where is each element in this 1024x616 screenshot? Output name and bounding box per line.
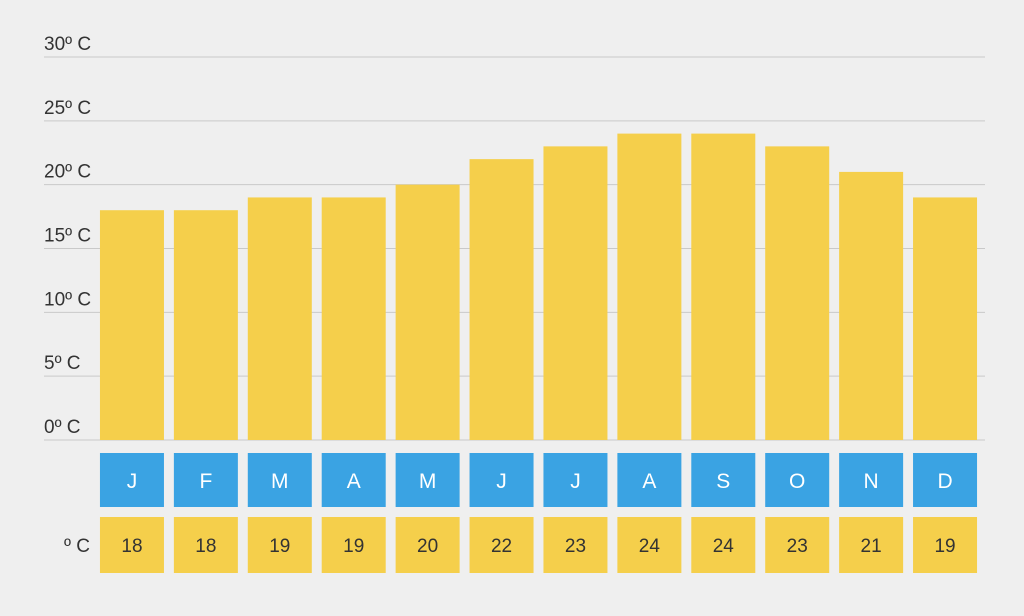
bar <box>839 171 904 440</box>
month-label: M <box>419 470 437 493</box>
month-label: J <box>570 470 581 493</box>
value-box <box>173 517 238 573</box>
value-box <box>247 517 312 573</box>
month-label: S <box>716 470 730 493</box>
bar <box>247 197 312 440</box>
bars <box>99 133 978 440</box>
month-box <box>691 453 756 507</box>
month-label: A <box>347 470 361 493</box>
value-label: 20 <box>417 536 438 557</box>
y-tick-label: 20º C <box>44 162 91 183</box>
month-label: J <box>127 470 138 493</box>
month-label: N <box>864 470 879 493</box>
value-label: 23 <box>787 536 808 557</box>
value-label: 19 <box>343 536 364 557</box>
value-box <box>543 517 608 573</box>
month-label: A <box>642 470 656 493</box>
month-box <box>173 453 238 507</box>
bar <box>395 184 460 440</box>
value-label: 18 <box>121 536 142 557</box>
value-label: 24 <box>713 536 735 557</box>
value-box <box>765 517 830 573</box>
bar <box>543 146 608 440</box>
value-label: 18 <box>195 536 216 557</box>
bar <box>913 197 978 440</box>
month-box <box>99 453 164 507</box>
bar <box>469 159 534 440</box>
value-label: 19 <box>934 536 955 557</box>
month-box <box>247 453 312 507</box>
month-label: J <box>496 470 507 493</box>
month-box <box>469 453 534 507</box>
value-row: 18 18 19 19 20 22 23 24 24 23 21 19 <box>99 517 978 573</box>
value-box <box>469 517 534 573</box>
value-box <box>913 517 978 573</box>
value-box <box>395 517 460 573</box>
bar <box>173 210 238 440</box>
bar <box>617 133 682 440</box>
y-tick-label: 0º C <box>44 417 81 438</box>
month-box <box>913 453 978 507</box>
value-box <box>99 517 164 573</box>
y-tick-label: 15º C <box>44 226 91 247</box>
bar <box>765 146 830 440</box>
bar <box>321 197 386 440</box>
y-tick-label: 5º C <box>44 353 81 374</box>
value-box <box>321 517 386 573</box>
value-box <box>839 517 904 573</box>
value-box <box>691 517 756 573</box>
y-tick-label: 10º C <box>44 289 91 310</box>
month-label: D <box>937 470 952 493</box>
y-tick-label: 25º C <box>44 98 91 119</box>
month-box <box>543 453 608 507</box>
month-box <box>395 453 460 507</box>
value-label: 21 <box>861 536 882 557</box>
month-box <box>617 453 682 507</box>
value-label: 23 <box>565 536 586 557</box>
month-box <box>765 453 830 507</box>
month-box <box>321 453 386 507</box>
value-label: 19 <box>269 536 290 557</box>
month-label: O <box>789 470 805 493</box>
bar <box>99 210 164 440</box>
bar <box>691 133 756 440</box>
value-box <box>617 517 682 573</box>
month-label: M <box>271 470 289 493</box>
value-row-label: º C <box>64 536 90 557</box>
value-label: 24 <box>639 536 661 557</box>
month-label: F <box>199 470 212 493</box>
y-axis-ticks: 0º C 5º C 10º C 15º C 20º C 25º C 30º C <box>44 34 91 438</box>
y-tick-label: 30º C <box>44 34 91 55</box>
value-label: 22 <box>491 536 512 557</box>
month-box <box>839 453 904 507</box>
